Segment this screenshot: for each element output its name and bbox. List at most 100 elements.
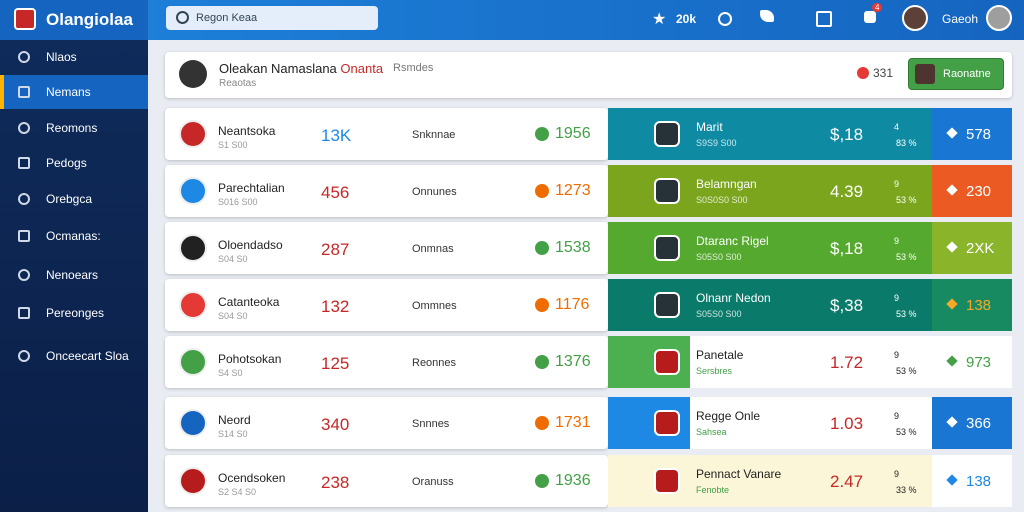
percent: 33 %: [896, 485, 917, 495]
price: $,18: [830, 125, 864, 144]
market-name: Dtaranc Rigel: [696, 234, 769, 248]
team-icon: [179, 348, 207, 376]
icon[interactable]: [718, 12, 732, 26]
value-cell[interactable]: 578: [932, 108, 1012, 160]
market-name: Regge Onle: [696, 409, 761, 423]
match-row[interactable]: Pohotsokan S4 S0 125 Reonnes 1376: [165, 336, 608, 388]
stat: 238: [321, 473, 350, 492]
sidebar-item[interactable]: Ocmanas:: [46, 229, 101, 243]
price: 1.03: [830, 414, 864, 433]
title-accent: Onanta: [340, 61, 384, 76]
sidebar-icon: [18, 51, 30, 63]
team-icon: [179, 409, 207, 437]
price: $,18: [830, 239, 864, 258]
team-icon: [179, 291, 207, 319]
stat: 125: [321, 354, 350, 373]
market-row[interactable]: Regge Onle Sahsea 1.03 9 53 % 366: [608, 397, 1012, 449]
search-text: Regon Keaa: [196, 12, 258, 24]
team-name: Catanteoka: [218, 295, 280, 309]
sidebar-item[interactable]: Nenoears: [46, 268, 99, 282]
market-sub: S0S0S0 S00: [696, 195, 748, 205]
sidebar-item[interactable]: Reomons: [46, 121, 98, 135]
match-row[interactable]: Parechtalian S016 S00 456 Onnunes 1273: [165, 165, 608, 217]
percent: 53 %: [896, 252, 917, 262]
button-text: Raonatne: [943, 68, 991, 80]
value-cell[interactable]: 2XK: [932, 222, 1012, 274]
market-sub: Sahsea: [696, 427, 727, 437]
value: 366: [966, 415, 992, 432]
score: 1936: [555, 472, 591, 489]
market-row[interactable]: Pennact Vanare Fenobte 2.47 9 33 % 138: [608, 455, 1012, 507]
match-row[interactable]: Neord S14 S0 340 Snnnes 1731: [165, 397, 608, 449]
value-cell[interactable]: 230: [932, 165, 1012, 217]
sidebar-item[interactable]: Orebgca: [46, 192, 93, 206]
market-row[interactable]: Panetale Sersbres 1.72 9 53 % 973: [608, 336, 1012, 388]
market-row[interactable]: Dtaranc Rigel S05S0 S00 $,18 9 53 % 2XK: [608, 222, 1012, 274]
match-row[interactable]: Neantsoka S1 S00 13K Snknnae 1956: [165, 108, 608, 160]
market-sub: Fenobte: [696, 485, 730, 495]
header-card: Oleakan Namaslana Onanta Rsmdes Reaotas …: [165, 52, 1012, 98]
percent: 53 %: [896, 366, 917, 376]
market-row[interactable]: Belamngan S0S0S0 S00 4.39 9 53 % 230: [608, 165, 1012, 217]
score: 1273: [555, 182, 591, 199]
title-text: Oleakan Namaslana: [219, 61, 337, 76]
avatar[interactable]: [986, 5, 1012, 31]
top-bar: Regon Keaa ★ 20k 4 Gaeoh: [148, 0, 1024, 40]
sidebar-item[interactable]: Onceecart Sloa: [46, 349, 129, 363]
value-icon: [946, 474, 958, 486]
market-sub: Sersbres: [696, 366, 733, 376]
team-sub: S2 S4 S0: [218, 487, 257, 497]
value-icon: [946, 241, 958, 253]
label: Reonnes: [412, 357, 457, 369]
sidebar-item[interactable]: Nlaos: [46, 50, 77, 64]
score-icon: [535, 127, 549, 141]
match-row[interactable]: Ocendsoken S2 S4 S0 238 Oranuss 1936: [165, 455, 608, 507]
sidebar-item[interactable]: Nemans: [46, 85, 91, 99]
sidebar-icon: [18, 230, 30, 242]
percent: 53 %: [896, 195, 917, 205]
value-icon: [946, 355, 958, 367]
bell-icon[interactable]: [864, 11, 876, 23]
label: Onnunes: [412, 186, 457, 198]
search-box[interactable]: Regon Keaa: [166, 6, 378, 30]
market-row[interactable]: Olnanr Nedon S05S0 S00 $,38 9 53 % 138: [608, 279, 1012, 331]
stat: 13K: [321, 126, 352, 145]
percent: 83 %: [896, 138, 917, 148]
team-sub: S04 S0: [218, 254, 248, 264]
value: 138: [966, 473, 992, 490]
value-cell[interactable]: 138: [932, 279, 1012, 331]
market-name: Marit: [696, 120, 723, 134]
sidebar-icon: [18, 269, 30, 281]
star-icon[interactable]: ★: [652, 11, 667, 28]
value: 230: [966, 183, 992, 200]
value: 138: [966, 297, 992, 314]
value-icon: [946, 416, 958, 428]
value-cell[interactable]: 973: [932, 336, 1012, 388]
match-row[interactable]: Oloendadso S04 S0 287 Onmnas 1538: [165, 222, 608, 274]
count: 9: [894, 236, 900, 246]
sidebar-item[interactable]: Pereonges: [46, 306, 105, 320]
score: 1376: [555, 353, 591, 370]
team-sub: S04 S0: [218, 311, 248, 321]
score: 1176: [555, 296, 590, 313]
header-button[interactable]: Raonatne: [908, 58, 1004, 90]
market-name: Pennact Vanare: [696, 467, 782, 481]
score: 1956: [555, 125, 591, 142]
value-cell[interactable]: 366: [932, 397, 1012, 449]
avatar[interactable]: [902, 5, 928, 31]
sidebar-active[interactable]: [0, 75, 148, 109]
team-icon: [179, 120, 207, 148]
score-icon: [535, 355, 549, 369]
market-row[interactable]: Marit S9S9 S00 $,18 4 83 % 578: [608, 108, 1012, 160]
market-icon: [654, 349, 680, 375]
count-icon: [857, 67, 869, 79]
value-cell[interactable]: 138: [932, 455, 1012, 507]
match-row[interactable]: Catanteoka S04 S0 132 Ommnes 1176: [165, 279, 608, 331]
header-subtitle: Reaotas: [219, 78, 257, 89]
sidebar-icon: [18, 307, 30, 319]
icon[interactable]: [760, 10, 774, 22]
icon[interactable]: [816, 11, 832, 27]
team-name: Neord: [218, 413, 251, 427]
sidebar-item[interactable]: Pedogs: [46, 156, 87, 170]
